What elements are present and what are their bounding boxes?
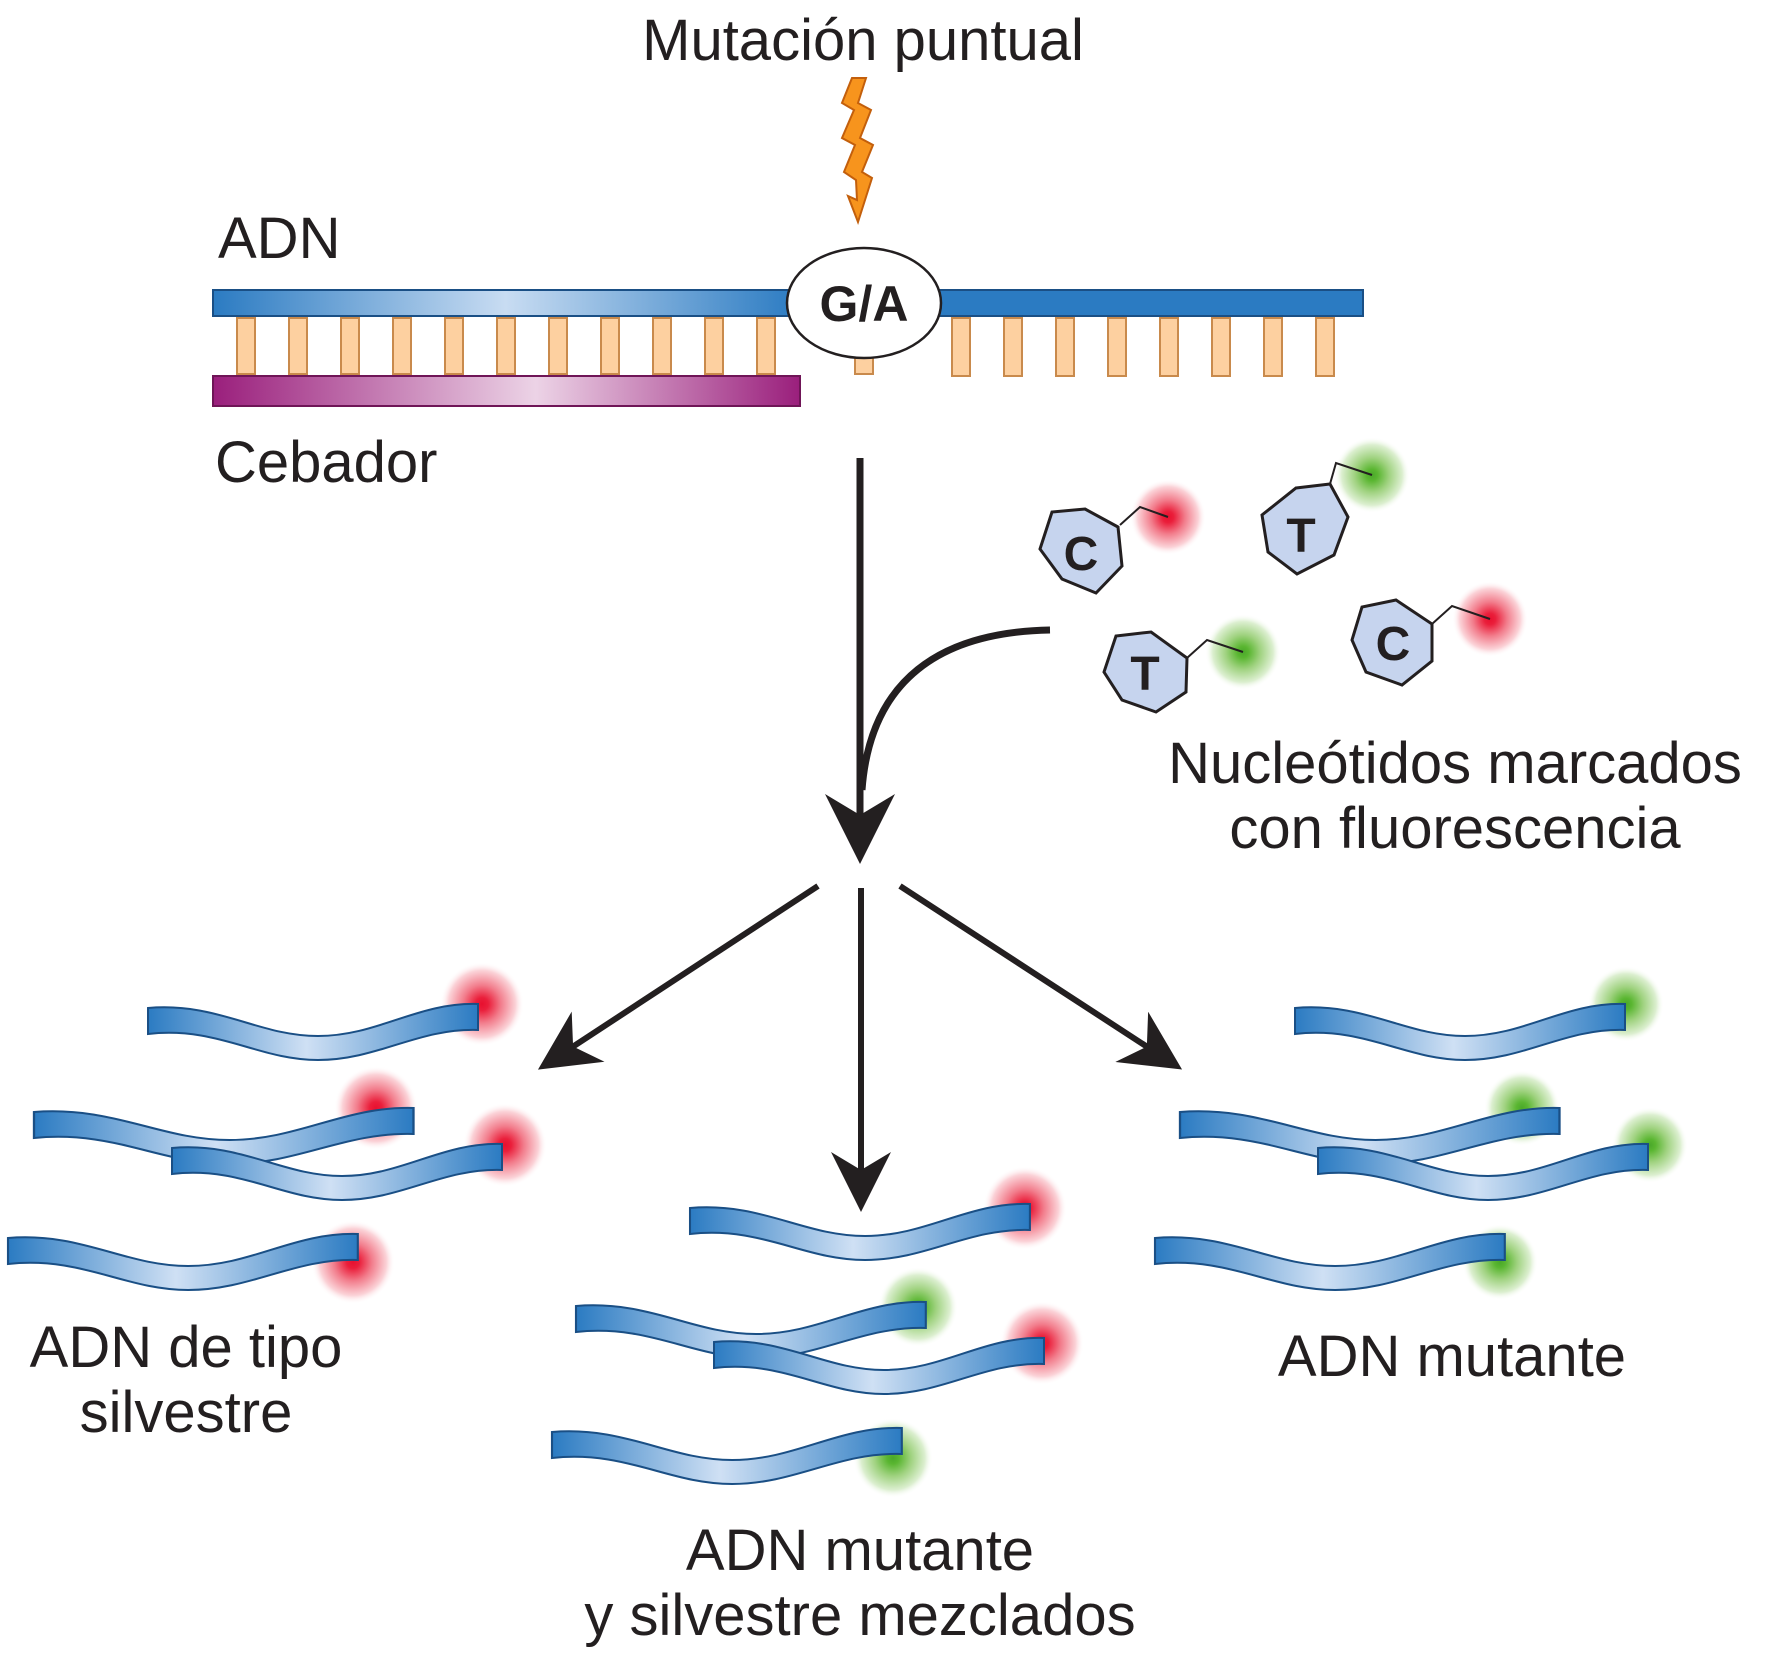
- mutation-site: [785, 246, 943, 360]
- mixed-label-line2: y silvestre mezclados: [584, 1583, 1135, 1648]
- lightning-bolt-icon: [840, 77, 875, 226]
- nucleotide-letter: C: [1064, 528, 1099, 581]
- base-pairs: [236, 317, 1335, 377]
- nucleotide-letter: T: [1130, 648, 1159, 701]
- primer-strand: [212, 375, 801, 407]
- nucleotide-c-1: C: [1038, 479, 1206, 595]
- dna-strand-right: [934, 289, 1364, 317]
- nucleotide-t-2: T: [1102, 614, 1281, 714]
- mixed-label-line1: ADN mutante: [686, 1518, 1034, 1583]
- nucleotide-input-arrow: [858, 626, 1051, 791]
- dna-label: ADN: [218, 206, 340, 271]
- wild-type-label-line2: silvestre: [80, 1380, 293, 1445]
- nucleotide-c-2: C: [1350, 581, 1528, 687]
- mutant-strands: [1153, 966, 1688, 1300]
- wild-type-strands: [6, 962, 547, 1304]
- primer-label: Cebador: [215, 430, 437, 495]
- nucleotide-letter: C: [1376, 618, 1411, 671]
- arrow-to-wild-type: [537, 883, 820, 1070]
- nucleotide-t-1: T: [1260, 437, 1410, 576]
- nucleotides-label-line2: con fluorescencia: [1229, 796, 1681, 861]
- dna-strand-left: [212, 289, 799, 317]
- wild-type-label-line1: ADN de tipo: [30, 1315, 343, 1380]
- nucleotides-label-line1: Nucleótidos marcados: [1168, 731, 1742, 796]
- mutant-label: ADN mutante: [1278, 1324, 1626, 1389]
- mixed-strands: [550, 1166, 1084, 1498]
- mutation-label: Mutación puntual: [642, 8, 1084, 73]
- nucleotide-letter: T: [1286, 510, 1315, 563]
- mutation-site-label: G/A: [820, 276, 909, 332]
- arrow-to-mutant: [898, 883, 1183, 1070]
